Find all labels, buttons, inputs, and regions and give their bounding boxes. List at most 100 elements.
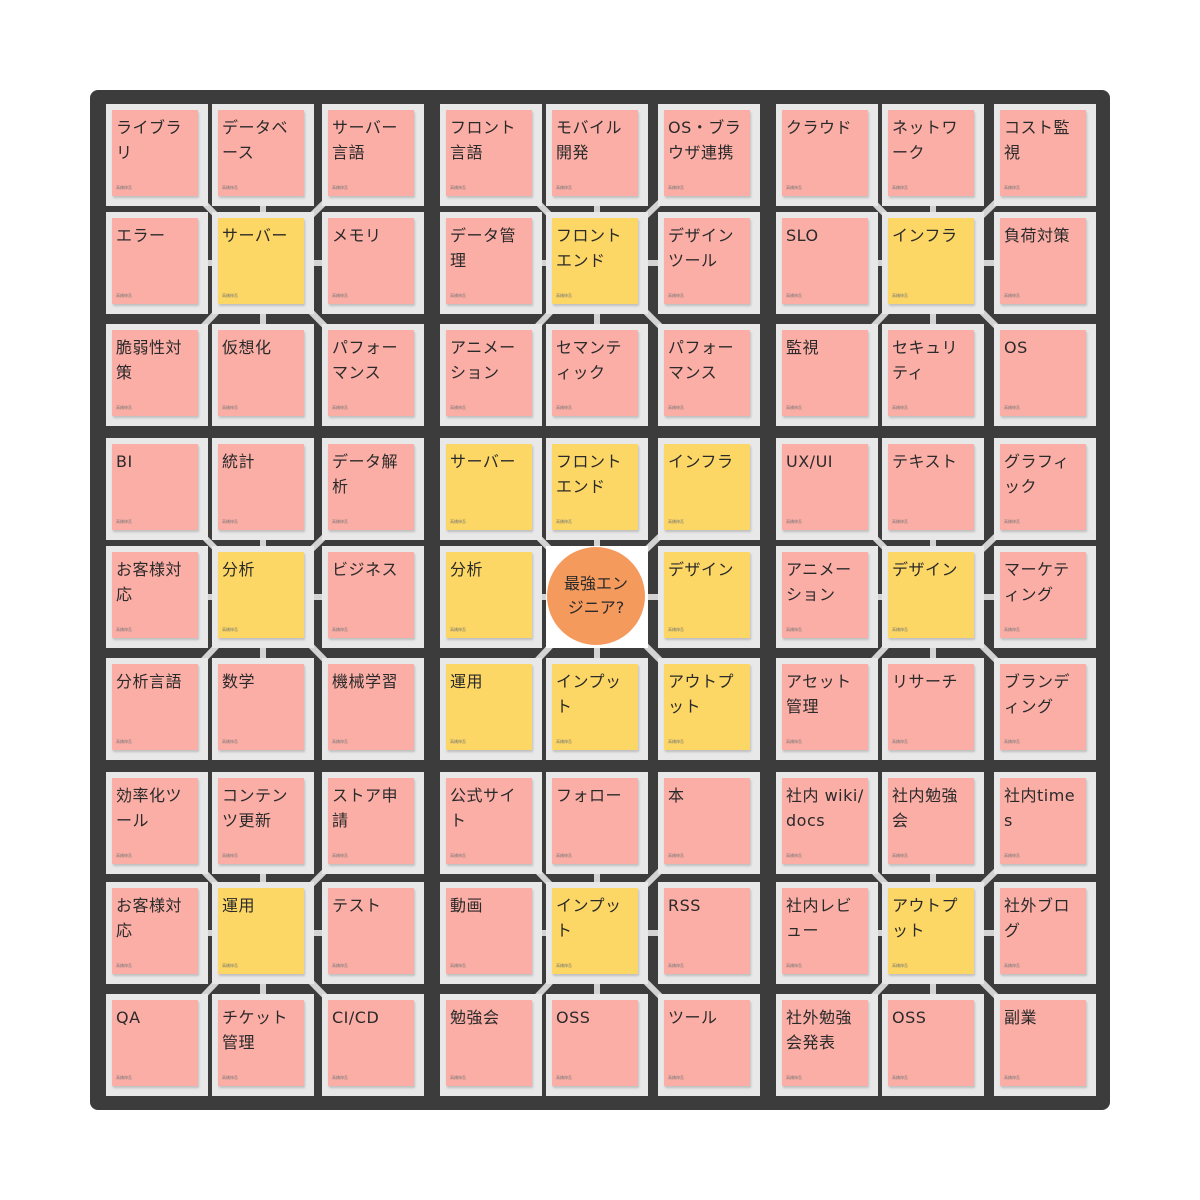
grid-cell: 負荷対策 高橋伸吾 [994,212,1096,314]
sticky-note[interactable]: 社内レビュー 高橋伸吾 [782,888,868,974]
note-label: OS [1004,338,1028,357]
sticky-note[interactable]: コスト監視 高橋伸吾 [1000,110,1086,196]
sticky-note[interactable]: ブランディング 高橋伸吾 [1000,664,1086,750]
sticky-note[interactable]: チケット管理 高橋伸吾 [218,1000,304,1086]
note-label: 統計 [222,452,256,471]
sticky-note[interactable]: 社内勉強会 高橋伸吾 [888,778,974,864]
sticky-note[interactable]: メモリ 高橋伸吾 [328,218,414,304]
sticky-note[interactable]: フロント言語 高橋伸吾 [446,110,532,196]
sticky-note[interactable]: テスト 高橋伸吾 [328,888,414,974]
sticky-note[interactable]: ネットワーク 高橋伸吾 [888,110,974,196]
theme-sticky-note[interactable]: アウトプット 高橋伸吾 [664,664,750,750]
theme-sticky-note[interactable]: インフラ 高橋伸吾 [664,444,750,530]
sticky-note[interactable]: ビジネス 高橋伸吾 [328,552,414,638]
theme-sticky-note[interactable]: 運用 高橋伸吾 [218,888,304,974]
sticky-note[interactable]: デザインツール 高橋伸吾 [664,218,750,304]
sticky-note[interactable]: OSS 高橋伸吾 [552,1000,638,1086]
sticky-note[interactable]: エラー 高橋伸吾 [112,218,198,304]
grid-cell: チケット管理 高橋伸吾 [212,994,314,1096]
sticky-note[interactable]: 公式サイト 高橋伸吾 [446,778,532,864]
sticky-note[interactable]: データ解析 高橋伸吾 [328,444,414,530]
theme-sticky-note[interactable]: 運用 高橋伸吾 [446,664,532,750]
sticky-note[interactable]: CI/CD 高橋伸吾 [328,1000,414,1086]
sticky-note[interactable]: 脆弱性対策 高橋伸吾 [112,330,198,416]
sticky-note[interactable]: フォロー 高橋伸吾 [552,778,638,864]
sticky-note[interactable]: 統計 高橋伸吾 [218,444,304,530]
sticky-note[interactable]: OS・ブラウザ連携 高橋伸吾 [664,110,750,196]
sticky-note[interactable]: ストア申請 高橋伸吾 [328,778,414,864]
sticky-note[interactable]: RSS 高橋伸吾 [664,888,750,974]
note-author: 高橋伸吾 [1004,963,1020,968]
sticky-note[interactable]: アニメーション 高橋伸吾 [782,552,868,638]
center-goal-note[interactable]: 最強エンジニア? [547,547,645,645]
grid-cell: パフォーマンス 高橋伸吾 [658,324,760,426]
sticky-note[interactable]: データ管理 高橋伸吾 [446,218,532,304]
grid-cell: グラフィック 高橋伸吾 [994,438,1096,540]
sticky-note[interactable]: 本高橋伸吾 [664,778,750,864]
grid-cell: セマンティック 高橋伸吾 [546,324,648,426]
theme-sticky-note[interactable]: フロントエンド 高橋伸吾 [552,218,638,304]
sticky-note[interactable]: サーバー言語 高橋伸吾 [328,110,414,196]
sticky-note[interactable]: お客様対応 高橋伸吾 [112,552,198,638]
theme-sticky-note[interactable]: デザイン 高橋伸吾 [664,552,750,638]
sticky-note[interactable]: パフォーマンス 高橋伸吾 [664,330,750,416]
sticky-note[interactable]: 副業 高橋伸吾 [1000,1000,1086,1086]
sticky-note[interactable]: 社内 wiki/docs 高橋伸吾 [782,778,868,864]
theme-sticky-note[interactable]: サーバー 高橋伸吾 [218,218,304,304]
note-label: アウトプット [892,896,959,940]
sticky-note[interactable]: コンテンツ更新 高橋伸吾 [218,778,304,864]
sticky-note[interactable]: BI 高橋伸吾 [112,444,198,530]
theme-sticky-note[interactable]: インフラ 高橋伸吾 [888,218,974,304]
theme-sticky-note[interactable]: サーバー 高橋伸吾 [446,444,532,530]
sticky-note[interactable]: セマンティック 高橋伸吾 [552,330,638,416]
theme-sticky-note[interactable]: 分析 高橋伸吾 [446,552,532,638]
theme-sticky-note[interactable]: インプット 高橋伸吾 [552,888,638,974]
note-author: 高橋伸吾 [116,519,132,524]
sticky-note[interactable]: OSS 高橋伸吾 [888,1000,974,1086]
sticky-note[interactable]: データベース 高橋伸吾 [218,110,304,196]
sticky-note[interactable]: ライブラリ 高橋伸吾 [112,110,198,196]
sticky-note[interactable]: リサーチ 高橋伸吾 [888,664,974,750]
theme-sticky-note[interactable]: アウトプット 高橋伸吾 [888,888,974,974]
theme-sticky-note[interactable]: 分析 高橋伸吾 [218,552,304,638]
sticky-note[interactable]: 分析言語 高橋伸吾 [112,664,198,750]
sticky-note[interactable]: 社外勉強会発表 高橋伸吾 [782,1000,868,1086]
sticky-note[interactable]: クラウド 高橋伸吾 [782,110,868,196]
note-label: 数学 [222,672,256,691]
grid-cell: ツール 高橋伸吾 [658,994,760,1096]
sticky-note[interactable]: 監視 高橋伸吾 [782,330,868,416]
grid-cell: OSS 高橋伸吾 [882,994,984,1096]
sticky-note[interactable]: テキスト 高橋伸吾 [888,444,974,530]
sticky-note[interactable]: アニメーション 高橋伸吾 [446,330,532,416]
sticky-note[interactable]: 社内times 高橋伸吾 [1000,778,1086,864]
note-label: フォロー [556,786,623,805]
sticky-note[interactable]: 動画 高橋伸吾 [446,888,532,974]
note-label: 負荷対策 [1004,226,1071,245]
sticky-note[interactable]: SLO 高橋伸吾 [782,218,868,304]
sticky-note[interactable]: マーケティング 高橋伸吾 [1000,552,1086,638]
sticky-note[interactable]: OS 高橋伸吾 [1000,330,1086,416]
theme-sticky-note[interactable]: デザイン 高橋伸吾 [888,552,974,638]
sticky-note[interactable]: 仮想化 高橋伸吾 [218,330,304,416]
sticky-note[interactable]: UX/UI 高橋伸吾 [782,444,868,530]
sticky-note[interactable]: グラフィック 高橋伸吾 [1000,444,1086,530]
sticky-note[interactable]: ツール 高橋伸吾 [664,1000,750,1086]
sticky-note[interactable]: 勉強会 高橋伸吾 [446,1000,532,1086]
note-author: 高橋伸吾 [668,185,684,190]
sticky-note[interactable]: 効率化ツール 高橋伸吾 [112,778,198,864]
note-label: インフラ [668,452,734,471]
sticky-note[interactable]: モバイル開発 高橋伸吾 [552,110,638,196]
theme-sticky-note[interactable]: インプット 高橋伸吾 [552,664,638,750]
sticky-note[interactable]: セキュリティ 高橋伸吾 [888,330,974,416]
sticky-note[interactable]: お客様対応 高橋伸吾 [112,888,198,974]
sticky-note[interactable]: アセット管理 高橋伸吾 [782,664,868,750]
sticky-note[interactable]: 機械学習 高橋伸吾 [328,664,414,750]
theme-sticky-note[interactable]: フロントエンド 高橋伸吾 [552,444,638,530]
sticky-note[interactable]: パフォーマンス 高橋伸吾 [328,330,414,416]
sticky-note[interactable]: QA 高橋伸吾 [112,1000,198,1086]
note-label: 機械学習 [332,672,399,691]
sticky-note[interactable]: 数学 高橋伸吾 [218,664,304,750]
sticky-note[interactable]: 社外ブログ 高橋伸吾 [1000,888,1086,974]
sticky-note[interactable]: 負荷対策 高橋伸吾 [1000,218,1086,304]
grid-cell: 社内レビュー 高橋伸吾 [776,882,878,984]
